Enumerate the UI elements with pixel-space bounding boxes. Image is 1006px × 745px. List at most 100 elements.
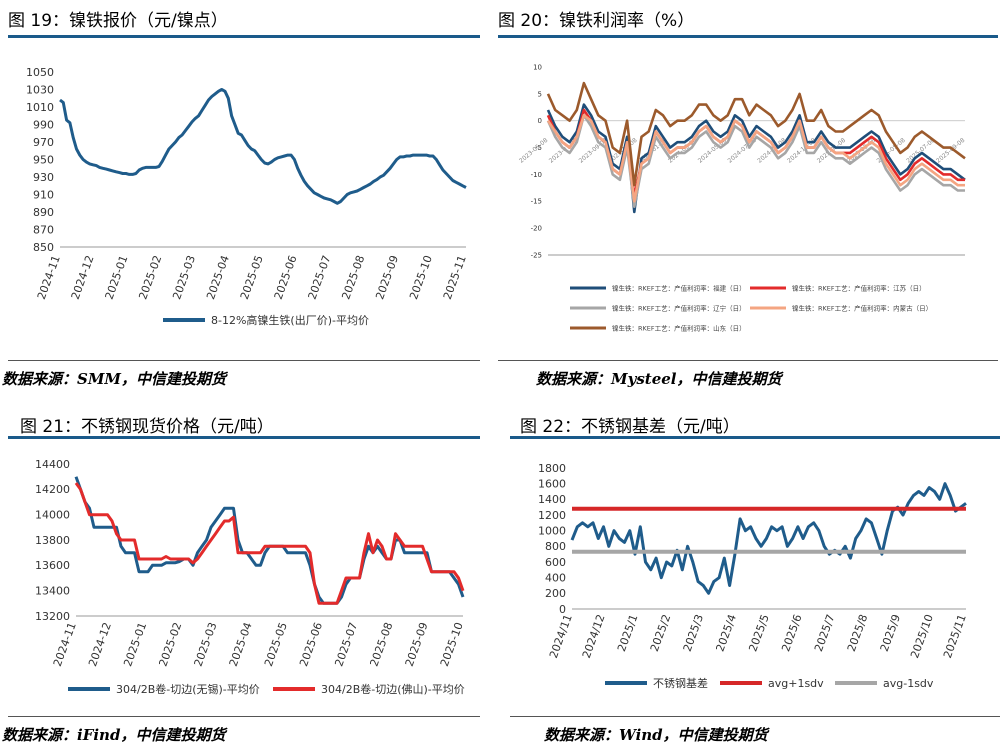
x-tick-label: 2024/11: [547, 613, 575, 660]
y-tick-label: 14000: [35, 509, 70, 522]
x-tick-label: 2025-10: [438, 621, 466, 669]
x-tick-label: 2025-02: [136, 254, 164, 302]
x-tick-label: 2025/2: [648, 613, 673, 654]
y-tick-label: 1000: [538, 525, 566, 538]
x-tick-label: 2023-05-08: [518, 137, 549, 165]
x-tick-label: 2025-06: [272, 254, 300, 302]
chart19-title: 图 19：镍铁报价（元/镍点）: [8, 11, 228, 31]
y-tick-label: 13600: [35, 559, 70, 572]
x-tick-label: 2025-10: [407, 254, 435, 302]
chart22-source: 数据来源：Wind，中信建投期货: [544, 726, 768, 744]
legend-label-0: 8-12%高镍生铁(出厂价)-平均价: [211, 313, 369, 327]
y-tick-label: 1400: [538, 493, 566, 506]
legend-label-4: 镍生铁：RKEF工艺：产值利润率：山东（日）: [612, 324, 746, 333]
y-tick-label: 870: [33, 223, 54, 236]
x-tick-label: 2025/8: [845, 613, 870, 654]
y-tick-label: 1800: [538, 462, 566, 475]
x-tick-label: 2025/10: [908, 613, 936, 660]
y-tick-label: 890: [33, 206, 54, 219]
x-tick-label: 2025-01: [103, 254, 131, 302]
y-tick-label: 5: [538, 90, 542, 98]
legend-label-3: 镍生铁：RKEF工艺：产值利润率：内蒙古（日）: [792, 304, 932, 313]
chart19-nickel-pig-iron-price: 850 870 890 910 930 950 970 990 1010 1030 1050 2024…: [26, 66, 469, 327]
x-tick-label: 2025/1: [615, 613, 640, 654]
y-tick-label: 800: [545, 540, 566, 553]
x-tick-label: 2025/4: [714, 613, 739, 654]
x-tick-label: 2025-07: [306, 254, 334, 302]
y-tick-label: 910: [33, 188, 54, 201]
x-tick-label: 2025-08: [368, 621, 396, 669]
x-tick-label: 2025/7: [812, 613, 837, 654]
y-tick-label: 14200: [35, 483, 70, 496]
series-line-0: [570, 482, 967, 595]
legend-label-0: 不锈钢基差: [653, 676, 708, 690]
y-tick-label: 13800: [35, 534, 70, 547]
chart20-top-rule: [498, 35, 998, 38]
x-tick-label: 2025-09-08: [935, 137, 966, 165]
y-tick-label: -20: [531, 225, 542, 233]
y-tick-label: 13400: [35, 585, 70, 598]
y-tick-label: 930: [33, 171, 54, 184]
x-tick-label: 2024-11: [51, 621, 79, 669]
x-tick-label: 2025-04: [204, 254, 232, 302]
y-tick-label: 14400: [35, 458, 70, 471]
y-tick-label: 1030: [26, 83, 54, 96]
chart21-title: 图 21：不锈钢现货价格（元/吨）: [20, 417, 274, 437]
legend-label-2: avg-1sdv: [883, 677, 934, 690]
chart21-source: 数据来源：iFind，中信建投期货: [2, 726, 226, 744]
series-line-0: [546, 103, 966, 214]
x-tick-label: 2025-09: [373, 254, 401, 302]
x-tick-label: 2024-12: [86, 621, 114, 669]
y-tick-label: 950: [33, 153, 54, 166]
chart20-source: 数据来源：Mysteel，中信建投期货: [536, 370, 782, 388]
y-tick-label: 0: [559, 603, 566, 616]
x-tick-label: 2025-04: [227, 621, 255, 669]
y-tick-label: 970: [33, 136, 54, 149]
legend-label-1: avg+1sdv: [768, 677, 824, 690]
y-tick-label: 850: [33, 241, 54, 254]
x-tick-label: 2024/12: [580, 613, 608, 660]
x-tick-label: 2025-08: [339, 254, 367, 302]
legend-label-1: 304/2B卷-切边(佛山)-平均价: [321, 682, 465, 696]
y-tick-label: 1600: [538, 478, 566, 491]
x-tick-label: 2025-11: [441, 254, 469, 302]
series-line-0: [59, 88, 467, 205]
x-tick-label: 2025-09: [403, 621, 431, 669]
chart21-bottom-rule: [8, 716, 480, 717]
y-tick-label: -5: [535, 144, 542, 152]
y-tick-label: 10: [533, 63, 542, 71]
series-line-1: [74, 482, 465, 605]
y-tick-label: 990: [33, 118, 54, 131]
x-tick-label: 2025-01: [121, 621, 149, 669]
x-tick-label: 2025-02: [156, 621, 184, 669]
legend-label-1: 镍生铁：RKEF工艺：产值利润率：江苏（日）: [792, 284, 926, 293]
x-tick-label: 2025/11: [941, 613, 969, 660]
chart19-top-rule: [8, 35, 480, 38]
chart20-title: 图 20：镍铁利润率（%）: [498, 11, 695, 31]
series-line-3: [546, 114, 965, 203]
x-tick-label: 2024-11: [35, 254, 63, 302]
x-tick-label: 2024-12: [69, 254, 97, 302]
legend-label-0: 镍生铁：RKEF工艺：产值利润率：福建（日）: [612, 284, 746, 293]
chart22-title: 图 22：不锈钢基差（元/吨）: [520, 417, 740, 437]
y-tick-label: 600: [545, 556, 566, 569]
y-tick-label: 1050: [26, 66, 54, 79]
series-line-2: [546, 114, 965, 208]
x-tick-label: 2025-06: [297, 621, 325, 669]
x-tick-label: 2025-05: [262, 621, 290, 669]
x-tick-label: 2025-03: [170, 254, 198, 302]
chart20-bottom-rule: [498, 360, 998, 361]
y-tick-label: 400: [545, 572, 566, 585]
y-tick-label: 0: [538, 117, 542, 125]
chart22-top-rule: [510, 436, 1000, 439]
x-tick-label: 2025/3: [681, 613, 706, 654]
legend-label-2: 镍生铁：RKEF工艺：产值利润率：辽宁（日）: [612, 304, 746, 313]
x-tick-label: 2025-05: [238, 254, 266, 302]
chart21-stainless-spot-price: 13200 13400 13600 13800 14000 14200 14400 2024-…: [35, 458, 466, 696]
chart19-source: 数据来源：SMM，中信建投期货: [2, 370, 227, 388]
y-tick-label: -15: [531, 198, 542, 206]
y-tick-label: -10: [531, 171, 542, 179]
y-tick-label: 1010: [26, 101, 54, 114]
legend-label-0: 304/2B卷-切边(无锡)-平均价: [116, 682, 260, 696]
chart22-bottom-rule: [510, 716, 1000, 717]
